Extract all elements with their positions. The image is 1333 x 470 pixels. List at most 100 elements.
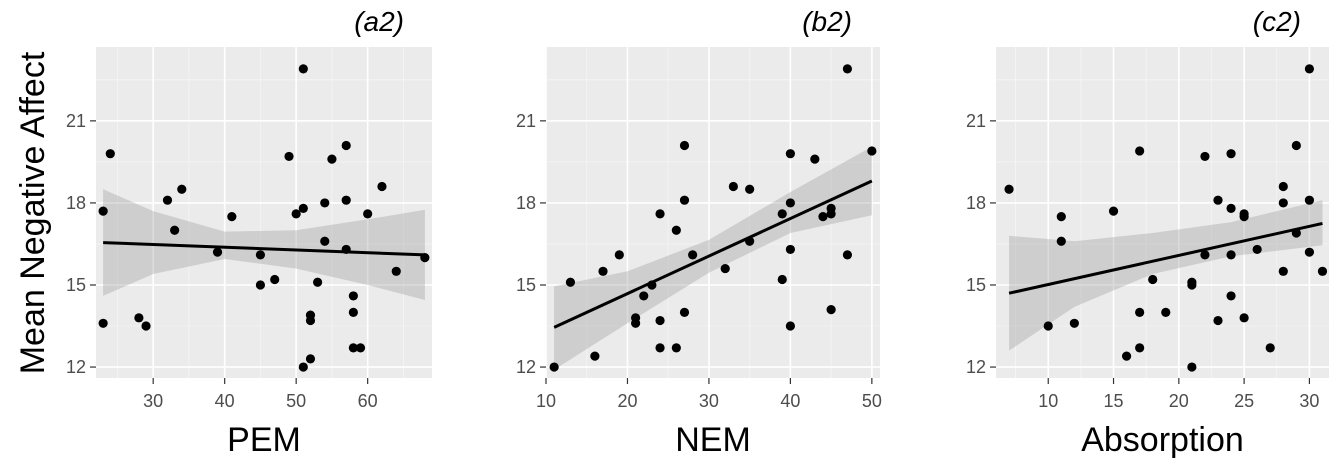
y-tick-label: 15 <box>66 275 86 295</box>
panel-c2-data-point <box>1226 203 1236 213</box>
panel-a2-data-point <box>348 307 358 317</box>
x-tick-label: 20 <box>617 391 637 411</box>
panel-c2-data-point <box>1291 140 1301 151</box>
panel-b2-grid <box>546 47 880 378</box>
panel-a2-data-point <box>170 225 180 235</box>
y-tick-label: 12 <box>966 357 986 377</box>
panel-c2-data-point <box>1278 266 1288 276</box>
x-tick-label: 10 <box>536 391 556 411</box>
panel-c2-data-point <box>1226 291 1236 301</box>
panel-a2-data-point <box>298 203 308 213</box>
panel-c2-data-point <box>1226 149 1236 159</box>
x-tick-label: 25 <box>1234 391 1254 411</box>
panel-b2-data-point <box>810 154 820 164</box>
panel-c2-data-point <box>1213 315 1223 326</box>
panel-b2-data-point <box>590 351 600 361</box>
panel-a2-data-point <box>320 236 330 246</box>
panel-b2-data-point <box>679 140 690 151</box>
panel-a2-data-point <box>141 321 151 331</box>
y-tick-label: 18 <box>66 193 86 213</box>
panel-c2-data-point <box>1200 250 1210 260</box>
panel-b2-data-point <box>785 149 795 159</box>
panel-c2-data-point <box>1135 146 1145 156</box>
panel-a2-data-point <box>320 198 330 208</box>
panel-a2-data-point <box>227 212 237 222</box>
y-tick-label: 21 <box>516 111 536 131</box>
y-tick-label: 15 <box>516 275 536 295</box>
panel-b2-data-point <box>745 184 755 194</box>
panel-c2-data-point <box>1187 362 1197 372</box>
panel-a2-data-point <box>270 274 280 285</box>
panel-a2-data-point <box>298 64 308 74</box>
panel-c2-data-point <box>1304 64 1315 74</box>
panel-a2-data-point <box>327 154 337 164</box>
panel-b2-data-point <box>826 305 836 315</box>
panel-c2-data-point <box>1265 343 1275 353</box>
panel-c2-data-point <box>1148 274 1158 285</box>
panel-b2-data-point <box>867 146 877 156</box>
x-tick-label: 60 <box>358 391 378 411</box>
panel-c2-data-point <box>1239 313 1249 323</box>
panel-a2-data-point <box>348 291 358 301</box>
panel-a2-data-point <box>134 313 144 323</box>
panel-c2-data-point <box>1278 181 1288 192</box>
panel-a2-data-point <box>255 250 266 260</box>
y-tick-label: 21 <box>966 111 986 131</box>
panel-a2-data-point <box>298 362 308 372</box>
panel-a2-data-point <box>291 209 301 219</box>
panel-c2-data-point <box>1304 195 1315 205</box>
panel-a2-data-point <box>98 318 108 328</box>
panel-b2-data-point <box>614 250 624 260</box>
y-tick-label: 18 <box>966 193 986 213</box>
panel-a2-data-point <box>341 195 351 205</box>
panel-a2-data-point <box>177 184 187 194</box>
y-tick-label: 12 <box>66 357 86 377</box>
x-tick-label: 40 <box>780 391 800 411</box>
panel-a2-data-point <box>391 266 401 276</box>
x-tick-label: 30 <box>143 391 163 411</box>
panel-c2-data-point <box>1108 206 1119 216</box>
panel-b2-regression-line <box>553 179 873 329</box>
panel-c2-data-point <box>1135 343 1145 353</box>
panel-a2-data-point <box>98 206 108 216</box>
panel-c2-data-point <box>1278 198 1288 208</box>
panel-b2-data-point <box>671 343 681 353</box>
panel-b2-data-point <box>777 209 787 219</box>
x-tick-label: 30 <box>699 391 719 411</box>
panel-c2-data-point <box>1200 151 1210 162</box>
panel-c2-data-point <box>1056 236 1066 246</box>
panel-a2-data-point <box>363 209 373 219</box>
y-axis-title: Mean Negative Affect <box>14 51 52 374</box>
panel-a2-data-point <box>355 343 366 353</box>
x-tick-label: 15 <box>1104 391 1124 411</box>
panel-c2-data-point <box>1317 266 1328 276</box>
panel-c2-data-point <box>1135 307 1145 317</box>
panel-a2-data-point <box>348 343 358 353</box>
panel-b2-data-point <box>679 307 690 317</box>
panel-a2-data-point <box>305 354 316 364</box>
panel-b2-data-point <box>777 274 787 285</box>
x-tick-label: 40 <box>215 391 235 411</box>
panel-b2-data-point <box>565 277 576 287</box>
panel-b2-data-point <box>598 266 608 276</box>
panel-a2: 30 40 50 60 12 15 18 21 PEM (a2) <box>66 6 432 459</box>
panel-a2-label: (a2) <box>354 6 404 37</box>
panel-b2-data-point <box>671 225 681 235</box>
panel-c2-data-point <box>1213 195 1223 205</box>
panel-c2-data-point <box>1239 209 1249 219</box>
panel-b2-data-point <box>785 321 795 331</box>
panel-b2-data-point <box>818 212 828 222</box>
y-tick-label: 18 <box>516 193 536 213</box>
panel-b2-data-point <box>549 362 559 372</box>
panel-c2: 10 15 20 25 30 12 15 18 21 Absorption (c2) <box>966 6 1329 459</box>
panel-b2-label: (b2) <box>802 6 852 37</box>
panel-a2-regression-line <box>103 241 425 257</box>
panel-c2-data-point <box>1069 318 1079 328</box>
panel-c2-data-point <box>1226 250 1236 260</box>
panel-c2-confidence-band <box>1009 200 1323 351</box>
panel-b2-data-point <box>728 181 738 192</box>
panel-a2-data-point <box>162 195 173 205</box>
panel-b2-data-point <box>720 263 730 274</box>
panel-a2-data-point <box>313 277 323 287</box>
